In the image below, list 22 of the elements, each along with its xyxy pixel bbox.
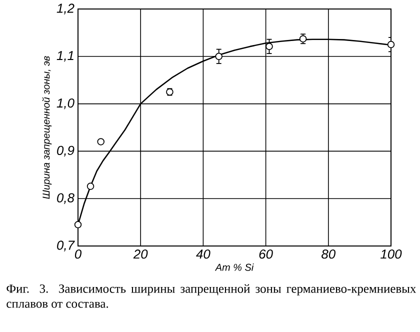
y-tick-label: 0,7 xyxy=(57,240,75,252)
point xyxy=(266,42,273,50)
point xyxy=(97,138,104,146)
point xyxy=(86,182,94,190)
y-tick-label: 0,8 xyxy=(57,193,74,204)
point xyxy=(215,52,222,60)
x-tick-label: 0 xyxy=(74,250,82,259)
point xyxy=(387,40,395,48)
y-axis-title: Ширина запрещенной зоны, эв xyxy=(42,56,52,199)
text: Фиг. 3. Зависимость ширины запрещенной зоны германиево-кремниевых сплавов от состава. xyxy=(6,284,416,308)
y-tick-label: 1,2 xyxy=(56,4,74,14)
x-tick-label: 40 xyxy=(196,250,210,259)
y-tick-label: 1,0 xyxy=(56,98,74,110)
x-axis-title: Ат % Si xyxy=(214,264,254,271)
x-tick-label: 60 xyxy=(259,250,273,259)
y-tick-label: 0,9 xyxy=(57,146,74,157)
x-tick-label: 100 xyxy=(380,250,402,259)
point xyxy=(299,35,307,42)
y-tick-label: 1,1 xyxy=(56,51,74,62)
point xyxy=(74,221,82,228)
x-tick-label: 20 xyxy=(133,250,148,259)
x-tick-label: 80 xyxy=(322,250,336,259)
